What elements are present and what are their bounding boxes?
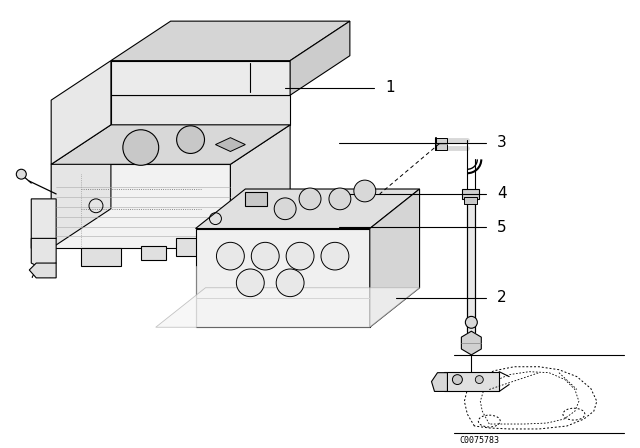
Polygon shape [435,138,447,150]
Polygon shape [111,21,350,60]
Circle shape [286,242,314,270]
Text: 3: 3 [497,135,507,151]
Polygon shape [31,199,56,248]
Polygon shape [81,248,121,266]
Polygon shape [370,189,420,327]
Polygon shape [51,125,111,248]
Circle shape [177,126,205,154]
Polygon shape [216,138,245,151]
Text: 1: 1 [385,80,395,95]
Polygon shape [111,60,290,95]
Circle shape [452,375,462,384]
Polygon shape [141,246,166,260]
Polygon shape [196,189,420,228]
Bar [245,192,268,206]
Circle shape [276,269,304,297]
Text: C0075783: C0075783 [460,436,499,445]
Polygon shape [431,373,447,392]
Polygon shape [156,288,420,327]
Circle shape [354,180,376,202]
Polygon shape [444,372,499,392]
Circle shape [476,375,483,383]
Text: 4: 4 [497,186,507,201]
Circle shape [236,269,264,297]
Circle shape [216,242,244,270]
Polygon shape [196,228,370,327]
Polygon shape [175,238,230,256]
Polygon shape [290,21,350,95]
Circle shape [329,188,351,210]
Polygon shape [51,125,290,164]
Circle shape [252,242,279,270]
Polygon shape [230,125,290,248]
Circle shape [123,130,159,165]
Circle shape [465,316,477,328]
Text: 5: 5 [497,220,507,234]
Polygon shape [51,209,290,248]
Polygon shape [51,60,111,164]
Bar [467,204,476,332]
Circle shape [321,242,349,270]
Text: 2: 2 [497,290,507,305]
Circle shape [274,198,296,220]
Polygon shape [31,238,56,268]
Polygon shape [29,263,56,278]
Polygon shape [465,197,477,204]
Polygon shape [462,189,479,199]
Circle shape [17,169,26,179]
Circle shape [299,188,321,210]
Polygon shape [51,164,230,248]
Polygon shape [111,95,290,125]
Polygon shape [461,331,481,355]
